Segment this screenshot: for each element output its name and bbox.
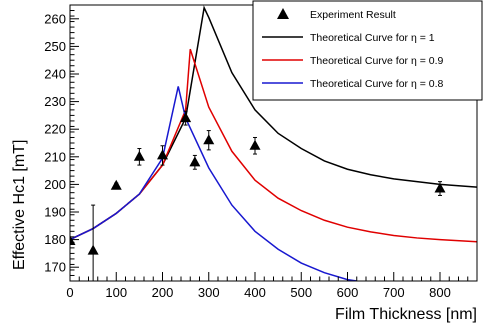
y-axis-label: Effective Hc1 [mT] [11,140,28,270]
y-tick-label: 200 [44,177,66,192]
experiment-point [87,204,99,281]
legend-label-eta-0.9: Theoretical Curve for η = 0.9 [310,55,444,67]
y-tick-label: 240 [44,67,66,82]
legend-item-experiment: Experiment Result [277,8,396,21]
x-tick-label: 100 [105,285,127,300]
x-tick-label: 600 [337,285,359,300]
legend-item-eta-1: Theoretical Curve for η = 1 [262,32,435,44]
y-tick-label: 220 [44,122,66,137]
y-tick-label: 190 [44,205,66,220]
triangle-marker [157,149,168,160]
y-tick-label: 230 [44,94,66,109]
y-tick-label: 260 [44,11,66,26]
y-tick-label: 210 [44,149,66,164]
x-tick-label: 500 [290,285,312,300]
legend-label-experiment: Experiment Result [310,9,396,21]
triangle-marker [133,150,145,161]
triangle-marker [203,134,215,145]
legend-triangle-marker [277,8,289,19]
theoretical-curves [70,5,477,281]
triangle-marker [180,112,192,123]
y-tick-label: 170 [44,260,66,275]
legend-item-eta-0.8: Theoretical Curve for η = 0.8 [262,78,444,90]
triangle-marker [87,244,99,255]
y-axis: 170 180 190 200 210 220 230 240 250 260 [44,10,79,276]
triangle-marker [189,156,201,167]
triangle-marker [249,139,261,150]
x-tick-label: 0 [66,285,73,300]
x-tick-label: 300 [198,285,220,300]
experiment-point [110,179,122,190]
triangle-marker [434,182,446,193]
experiment-point [133,148,145,166]
legend-label-eta-1: Theoretical Curve for η = 1 [310,32,435,44]
y-tick-label: 180 [44,232,66,247]
legend: Experiment Result Theoretical Curve for … [252,0,483,101]
x-axis: 0 100 200 300 400 500 600 700 800 [66,272,478,300]
experiment-point [180,110,192,126]
experiment-point [189,154,201,170]
x-tick-label: 700 [383,285,405,300]
experiment-point [203,130,215,151]
x-axis-label: Film Thickness [nm] [335,306,477,323]
legend-label-eta-0.8: Theoretical Curve for η = 0.8 [310,78,444,90]
experiment-point [157,145,168,166]
x-tick-label: 800 [429,285,451,300]
series-line-2 [70,86,357,281]
triangle-marker [110,179,122,190]
experiment-point [434,181,446,196]
y-tick-label: 250 [44,39,66,54]
experiment-points [70,110,446,281]
legend-item-eta-0.9: Theoretical Curve for η = 0.9 [262,55,444,67]
experiment-point [249,136,261,155]
x-tick-label: 200 [152,285,174,300]
x-tick-label: 400 [244,285,266,300]
